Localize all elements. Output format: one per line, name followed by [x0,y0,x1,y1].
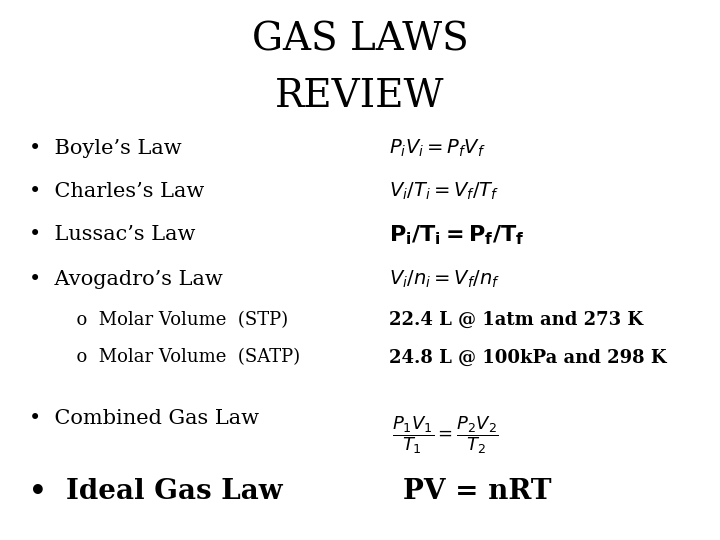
Text: $P_iV_i = P_fV_f$: $P_iV_i = P_fV_f$ [389,138,485,159]
Text: •  Charles’s Law: • Charles’s Law [29,182,204,201]
Text: o  Molar Volume  (SATP): o Molar Volume (SATP) [65,348,300,367]
Text: PV = nRT: PV = nRT [403,478,552,505]
Text: 24.8 L @ 100kPa and 298 K: 24.8 L @ 100kPa and 298 K [389,348,666,367]
Text: •  Combined Gas Law: • Combined Gas Law [29,409,258,428]
Text: GAS LAWS: GAS LAWS [251,22,469,59]
Text: $\mathbf{P_i/T_i = P_f/T_f}$: $\mathbf{P_i/T_i = P_f/T_f}$ [389,223,524,247]
Text: o  Molar Volume  (STP): o Molar Volume (STP) [65,310,288,329]
Text: $\dfrac{P_1V_1}{T_1} = \dfrac{P_2V_2}{T_2}$: $\dfrac{P_1V_1}{T_1} = \dfrac{P_2V_2}{T_… [392,414,499,456]
Text: REVIEW: REVIEW [275,78,445,116]
Text: •  Ideal Gas Law: • Ideal Gas Law [29,478,282,505]
Text: $V_i/n_i = V_f/n_f$: $V_i/n_i = V_f/n_f$ [389,268,500,290]
Text: $V_i/T_i = V_f/T_f$: $V_i/T_i = V_f/T_f$ [389,181,499,202]
Text: •  Boyle’s Law: • Boyle’s Law [29,139,181,158]
Text: 22.4 L @ 1atm and 273 K: 22.4 L @ 1atm and 273 K [389,310,643,329]
Text: •  Lussac’s Law: • Lussac’s Law [29,225,195,245]
Text: •  Avogadro’s Law: • Avogadro’s Law [29,269,222,289]
